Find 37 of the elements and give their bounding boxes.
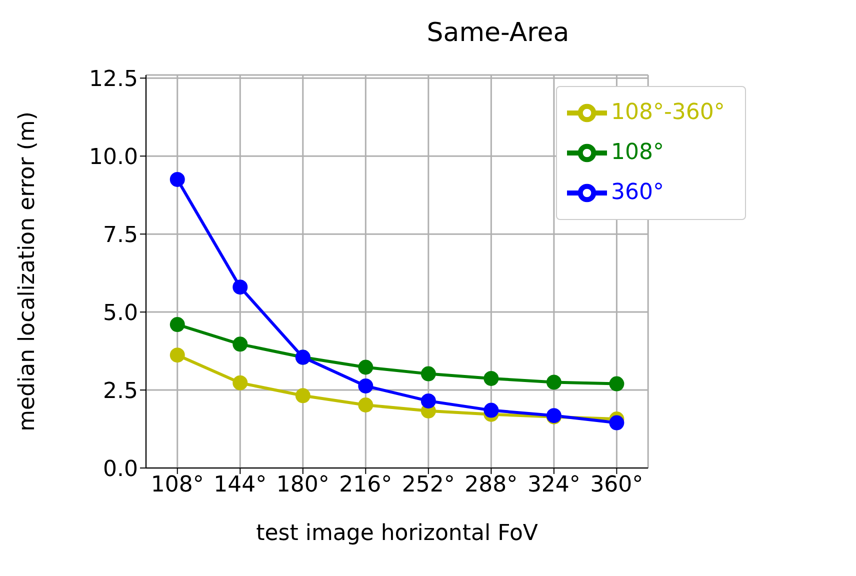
- y-tick-label: 2.5: [103, 378, 138, 404]
- legend-label: 360°: [611, 180, 664, 206]
- point: [420, 393, 436, 408]
- y-tick-label: 7.5: [103, 222, 138, 248]
- y-tick-label: 5.0: [103, 300, 138, 326]
- legend-label: 108°: [611, 140, 664, 166]
- point: [232, 336, 248, 352]
- point: [484, 402, 499, 418]
- point: [546, 374, 562, 390]
- point: [170, 348, 185, 363]
- point: [484, 370, 499, 386]
- point: [232, 280, 248, 295]
- chart-title: Same-Area: [426, 18, 570, 48]
- x-tick-label: 288°: [464, 472, 518, 498]
- x-tick-label: 252°: [402, 472, 455, 498]
- x-tick-label: 324°: [527, 472, 580, 498]
- y-tick-label: 0.0: [103, 456, 138, 482]
- y-tick-label: 10.0: [89, 144, 138, 170]
- y-axis-title: median localization error (m): [14, 112, 40, 432]
- x-tick-label: 108°: [150, 472, 204, 498]
- x-tick-label: 216°: [339, 472, 392, 498]
- point: [609, 415, 624, 430]
- point: [170, 172, 185, 187]
- x-axis-title: test image horizontal FoV: [256, 521, 538, 546]
- point: [170, 317, 185, 332]
- point: [358, 378, 374, 394]
- point: [609, 376, 624, 392]
- point: [295, 388, 310, 404]
- point: [358, 397, 374, 412]
- point: [358, 360, 374, 375]
- x-tick-label: 180°: [276, 472, 330, 498]
- y-tick-label: 12.5: [89, 66, 138, 92]
- x-tick-label: 360°: [590, 472, 644, 498]
- legend-label: 108°-360°: [611, 100, 725, 126]
- point: [232, 375, 248, 390]
- point: [420, 366, 436, 382]
- x-tick-label: 144°: [214, 472, 267, 498]
